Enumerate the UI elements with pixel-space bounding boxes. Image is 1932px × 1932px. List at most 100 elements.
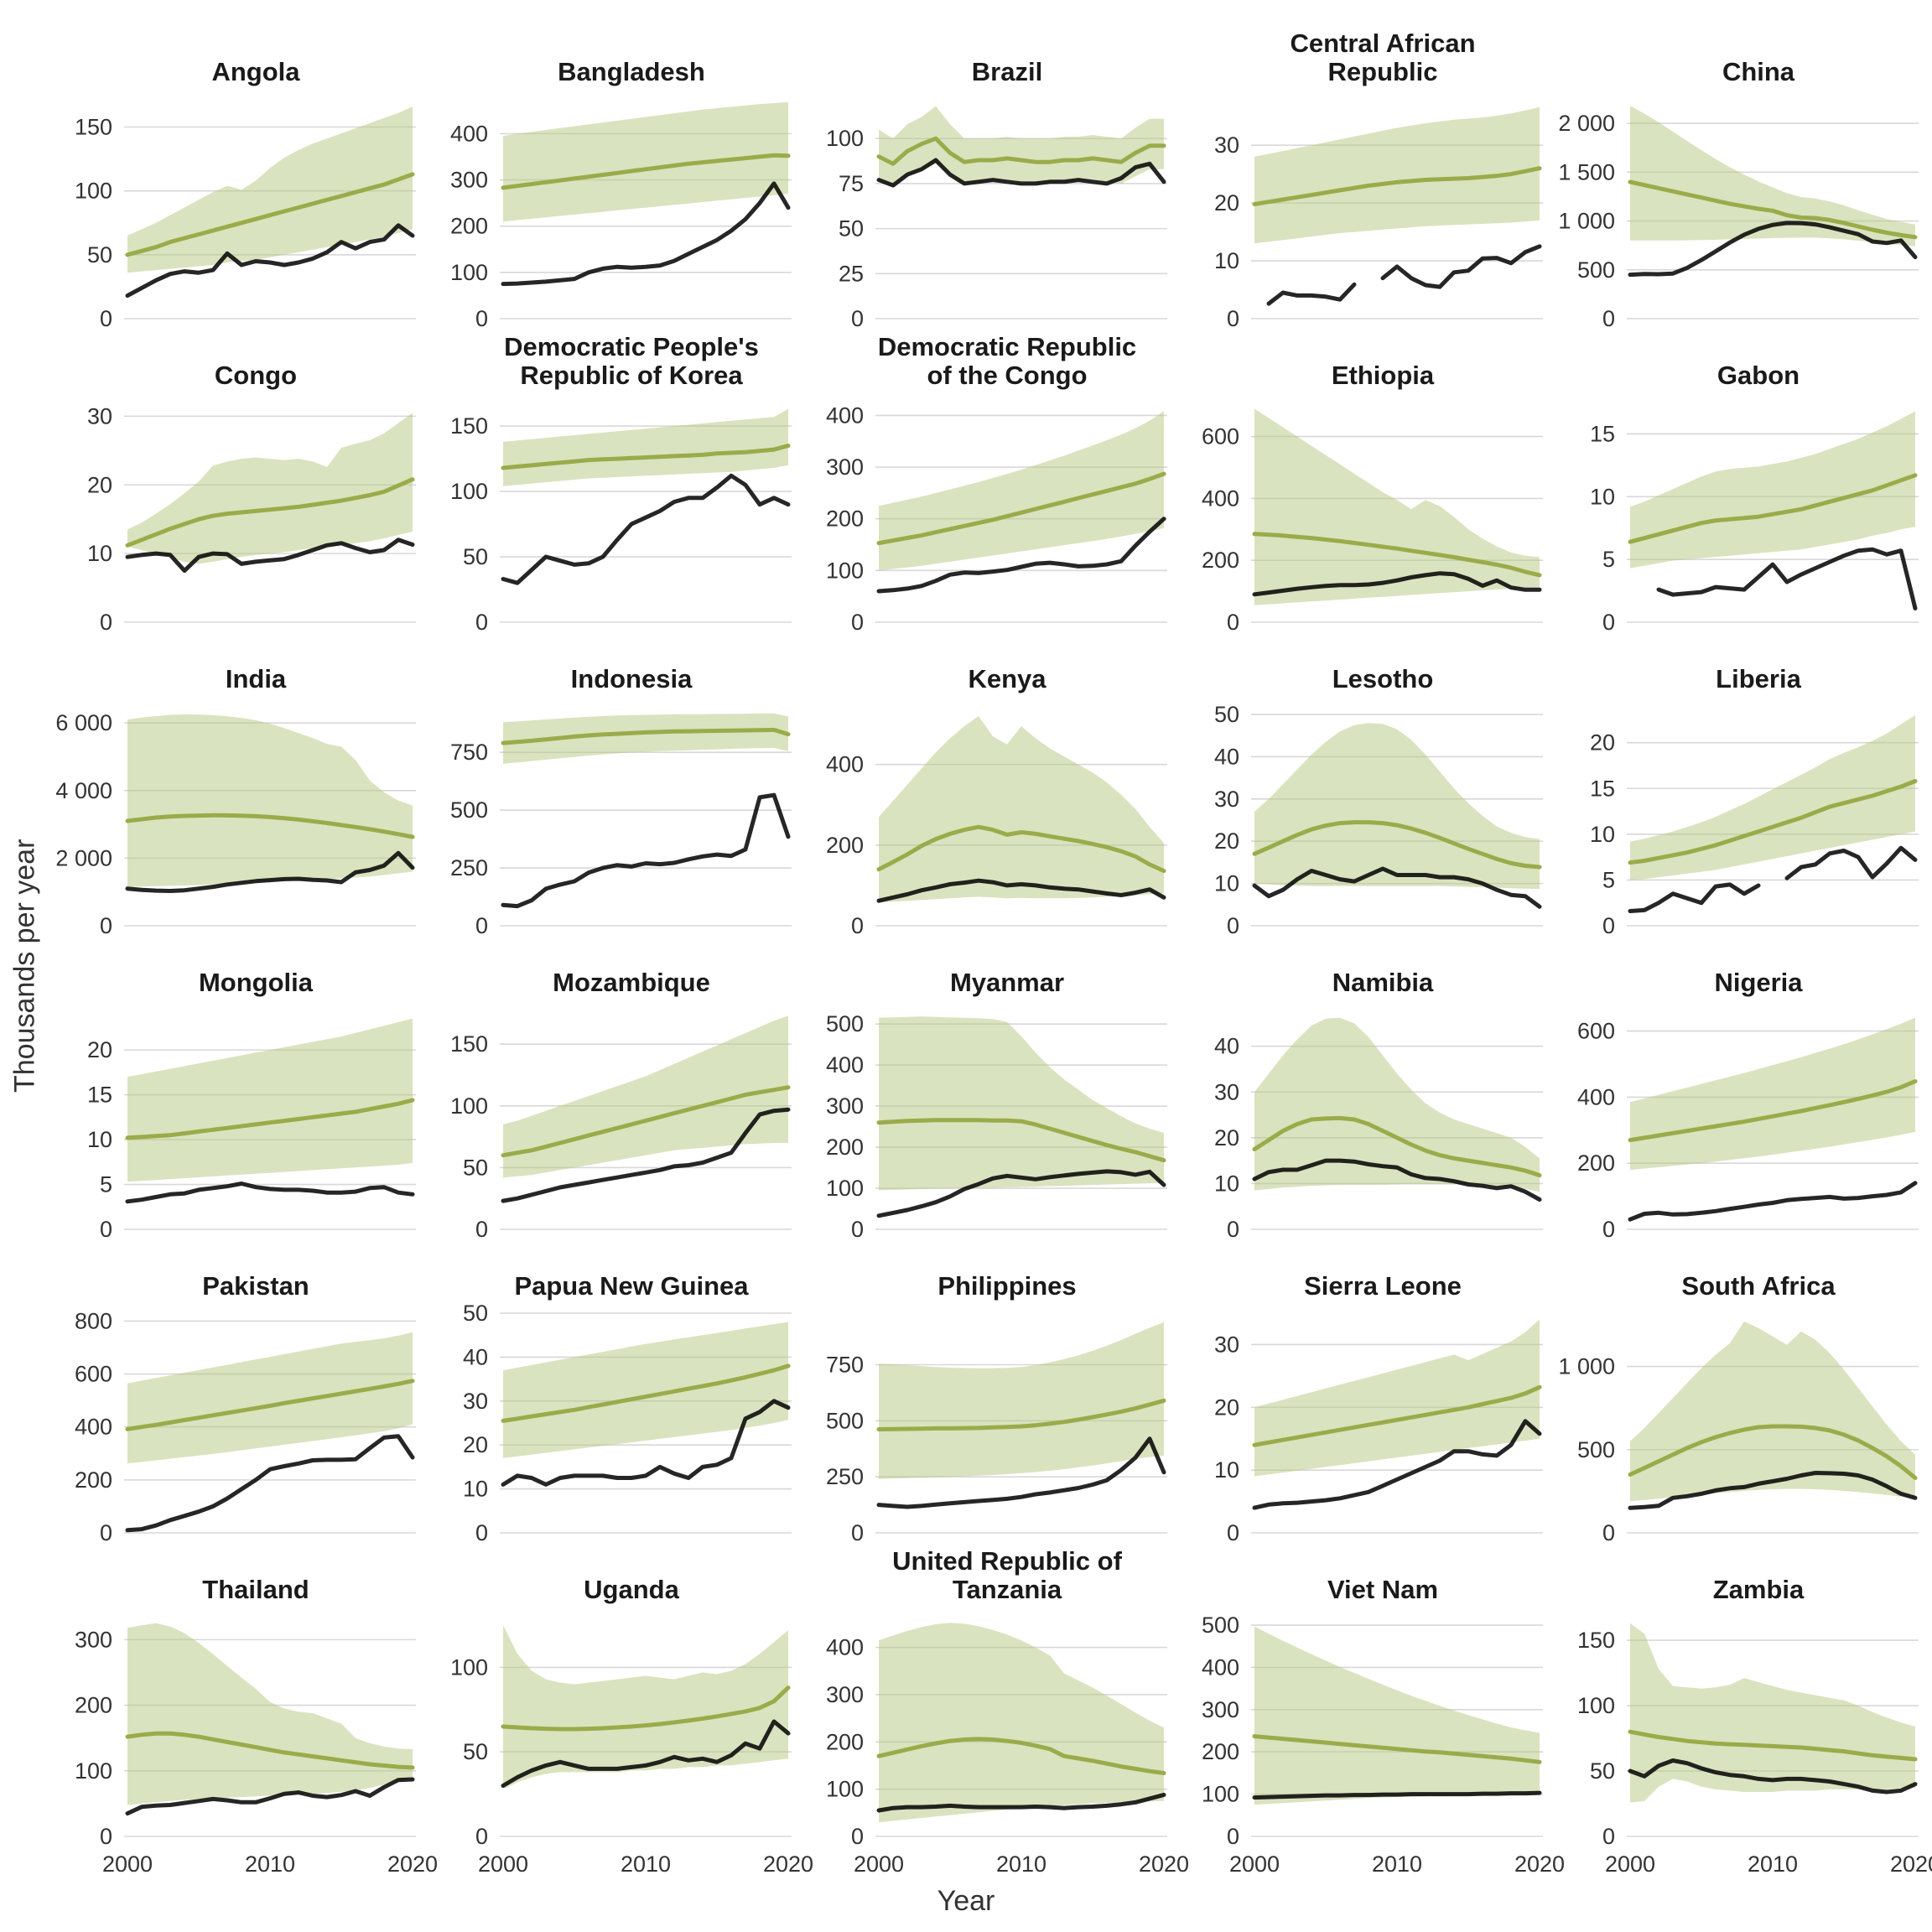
notifications-line (876, 158, 1166, 188)
svg-text:20: 20 (1590, 730, 1615, 756)
svg-text:100: 100 (75, 1758, 112, 1784)
panel-namibia: Namibia 0 10 20 30 40 (1176, 939, 1551, 1243)
svg-text:750: 750 (450, 740, 488, 765)
y-tick-labels: 0 50 100 150 (450, 413, 488, 635)
svg-text:15: 15 (1590, 776, 1615, 801)
panel-mozambique: Mozambique 0 50 100 150 (424, 939, 800, 1243)
svg-text:2010: 2010 (245, 1852, 295, 1877)
svg-text:0: 0 (1227, 610, 1239, 635)
svg-text:200: 200 (1202, 548, 1239, 573)
svg-text:0: 0 (1602, 913, 1615, 938)
estimate-line (1628, 1424, 1918, 1480)
panel-title: India (225, 664, 287, 694)
svg-text:200: 200 (826, 506, 864, 532)
svg-text:100: 100 (450, 479, 488, 504)
svg-text:100: 100 (450, 260, 488, 285)
y-tick-labels: 0 200 400 (826, 752, 864, 938)
svg-text:750: 750 (826, 1352, 864, 1377)
svg-text:200: 200 (826, 1135, 864, 1160)
panel-plot: 0 2 000 4 000 6 000 (55, 710, 416, 938)
y-tick-labels: 0 10 20 30 40 50 (1214, 702, 1239, 938)
svg-text:25: 25 (839, 261, 864, 286)
x-tick-labels: 2000 2010 2020 (1229, 1852, 1565, 1877)
uncertainty-band (1630, 1017, 1915, 1171)
panel-plot: 0 500 1 000 (1558, 1321, 1919, 1545)
svg-text:2010: 2010 (1372, 1852, 1422, 1877)
svg-text:0: 0 (1602, 306, 1615, 331)
svg-text:100: 100 (450, 1093, 488, 1119)
svg-text:10: 10 (1590, 484, 1615, 509)
svg-text:50: 50 (463, 1739, 488, 1764)
panel-congo: Congo 0 10 20 30 (49, 332, 424, 636)
notifications-line (501, 792, 791, 909)
svg-text:100: 100 (826, 558, 864, 583)
svg-text:100: 100 (826, 1777, 864, 1802)
uncertainty-band (127, 1332, 413, 1464)
uncertainty-band (127, 1623, 413, 1805)
panel-sierra-leone: Sierra Leone 0 10 20 30 (1176, 1243, 1551, 1546)
panel-title: Liberia (1716, 664, 1801, 694)
panel-kenya: Kenya 0 200 400 (800, 636, 1176, 939)
y-tick-labels: 0 50 100 150 (1577, 1628, 1615, 1849)
panel-plot: 0 250 500 750 (826, 1322, 1167, 1545)
panel-plot: 0 5 10 15 20 (87, 1018, 416, 1242)
svg-text:200: 200 (1202, 1739, 1239, 1764)
svg-text:500: 500 (1577, 257, 1615, 283)
panel-title: Angola (211, 57, 300, 87)
chart-grid: Angola 0 50 100 150 Bangladesh 0 100 200 300 400 Br… (49, 29, 1932, 1887)
y-tick-labels: 0 100 200 300 400 500 (826, 1011, 864, 1242)
panel-papua-new-guinea: Papua New Guinea 0 10 20 30 40 50 (424, 1243, 800, 1546)
notifications-line (1252, 1790, 1542, 1800)
y-tick-labels: 0 50 100 150 (450, 1031, 488, 1242)
notifications-line (501, 473, 791, 585)
svg-text:400: 400 (1202, 1654, 1239, 1680)
estimate-line (876, 824, 1166, 874)
uncertainty-band (879, 1016, 1164, 1191)
notifications-line (501, 1399, 791, 1487)
panel-plot: 0 5 10 15 (1590, 411, 1919, 635)
svg-text:150: 150 (450, 1031, 488, 1057)
svg-text:10: 10 (1214, 871, 1239, 896)
uncertainty-band (879, 106, 1164, 188)
svg-text:0: 0 (1227, 1520, 1239, 1545)
svg-text:1 000: 1 000 (1558, 209, 1615, 234)
svg-text:400: 400 (826, 752, 864, 777)
estimate-line (125, 172, 415, 257)
panel-plot: 0 10 20 30 40 50 (1214, 702, 1543, 938)
panel-united-republic-of-tanzania: United Republic of Tanzania 0 100 200 300 400… (800, 1546, 1189, 1887)
svg-text:250: 250 (450, 855, 488, 880)
svg-text:30: 30 (1214, 1332, 1239, 1357)
panel-title: Viet Nam (1327, 1575, 1439, 1605)
panel-title: Democratic Republic of the Congo (877, 331, 1137, 391)
panel-uganda: Uganda 0 50 100 2000 2010 2020 (424, 1546, 813, 1887)
panel-title: Brazil (971, 57, 1043, 87)
panel-democratic-republic-of-the-congo: Democratic Republic of the Congo 0 100 200 3… (800, 332, 1176, 636)
svg-text:5: 5 (1602, 867, 1615, 892)
panel-brazil: Brazil 0 25 50 75 100 (800, 29, 1176, 332)
notifications-line (125, 1182, 415, 1204)
x-axis-title: Year (937, 1885, 995, 1917)
estimate-line (1628, 473, 1918, 544)
svg-text:20: 20 (1214, 828, 1239, 854)
svg-text:10: 10 (1214, 1457, 1239, 1483)
y-tick-labels: 0 200 400 600 800 (75, 1308, 112, 1545)
svg-text:0: 0 (1602, 1824, 1615, 1849)
panel-liberia: Liberia 0 5 10 15 20 (1551, 636, 1927, 939)
svg-text:200: 200 (450, 214, 488, 239)
estimate-line (876, 1398, 1166, 1431)
y-tick-labels: 0 10 20 30 40 50 (463, 1301, 488, 1545)
panel-bangladesh: Bangladesh 0 100 200 300 400 (424, 29, 800, 332)
panel-plot: 0 200 400 600 800 (75, 1308, 416, 1545)
panel-democratic-people-s-republic-of-korea: Democratic People's Republic of Korea 0 50… (424, 332, 800, 636)
svg-text:100: 100 (1202, 1782, 1239, 1807)
notifications-line (1628, 1181, 1918, 1222)
y-tick-labels: 0 100 200 300 400 (826, 1635, 864, 1849)
panel-title: Namibia (1332, 968, 1434, 998)
notifications-line (1628, 1758, 1918, 1794)
estimate-line (501, 444, 791, 470)
notifications-line (125, 1777, 415, 1816)
panel-plot: 0 10 20 30 (87, 403, 416, 635)
panel-zambia: Zambia 0 50 100 150 2000 2010 2020 (1551, 1546, 1932, 1887)
estimate-line (1252, 820, 1542, 870)
estimate-line (501, 727, 791, 745)
